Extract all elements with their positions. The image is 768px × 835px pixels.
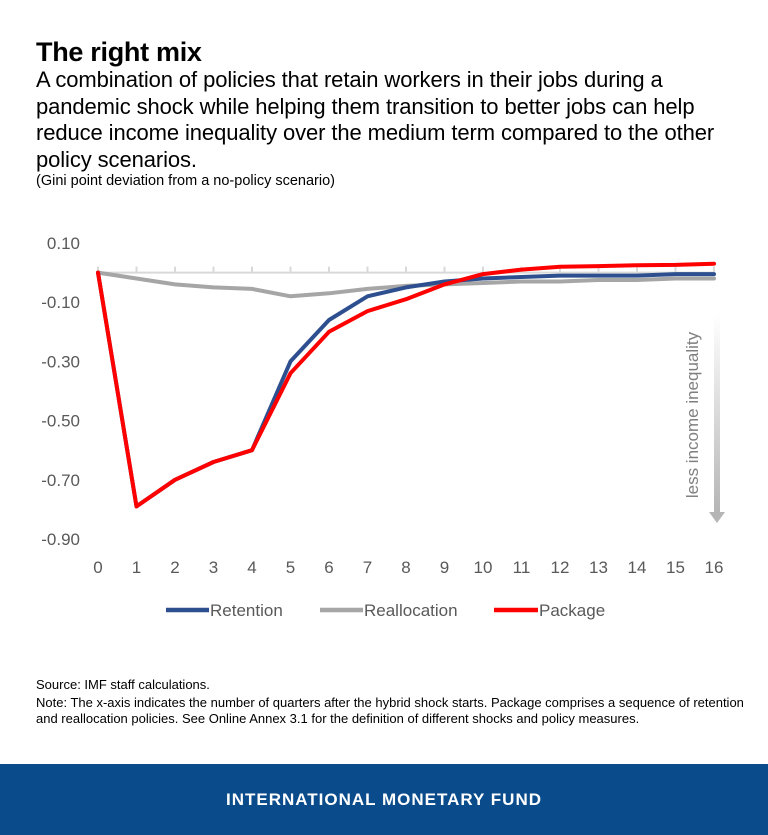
chart-subtitle: A combination of policies that retain wo… xyxy=(36,67,715,172)
x-tick-label: 8 xyxy=(401,558,410,577)
x-axis: 0 1 2 3 4 5 6 7 8 9 10 11 12 13 14 15 16 xyxy=(93,266,724,577)
annotation-text: less income inequality xyxy=(683,331,702,498)
x-tick-label: 4 xyxy=(247,558,256,577)
legend-label-package: Package xyxy=(539,601,605,620)
x-tick-label: 16 xyxy=(705,558,724,577)
y-tick-label: 0.10 xyxy=(47,234,80,253)
unit-label: (Gini point deviation from a no-policy s… xyxy=(36,173,335,189)
y-axis-ticks: 0.10 -0.10 -0.30 -0.50 -0.70 -0.90 xyxy=(41,234,80,549)
x-tick-label: 11 xyxy=(513,558,531,577)
legend-label-reallocation: Reallocation xyxy=(364,601,458,620)
y-tick-label: -0.10 xyxy=(41,293,80,312)
imf-footer-bar: INTERNATIONAL MONETARY FUND xyxy=(0,764,768,835)
annotation-arrow-shaft xyxy=(714,315,720,513)
x-tick-label: 10 xyxy=(474,558,493,577)
x-tick-label: 13 xyxy=(589,558,608,577)
chart-title: The right mix xyxy=(36,37,202,67)
x-tick-label: 6 xyxy=(324,558,333,577)
y-tick-label: -0.70 xyxy=(41,471,80,490)
x-tick-label: 5 xyxy=(286,558,295,577)
series-lines xyxy=(96,261,716,509)
footnote: Note: The x-axis indicates the number of… xyxy=(36,695,744,726)
annotation-arrow-head xyxy=(709,512,725,523)
x-tick-label: 9 xyxy=(440,558,449,577)
x-tick-label: 14 xyxy=(628,558,647,577)
x-tick-label: 7 xyxy=(363,558,372,577)
x-tick-label: 12 xyxy=(551,558,570,577)
legend: Retention Reallocation Package xyxy=(166,601,605,620)
annotation: less income inequality xyxy=(683,315,725,523)
x-tick-label: 1 xyxy=(132,558,141,577)
x-tick-label: 2 xyxy=(170,558,179,577)
series-line-package xyxy=(96,261,716,509)
y-tick-label: -0.50 xyxy=(41,412,80,431)
y-tick-label: -0.90 xyxy=(41,530,80,549)
imf-brand: INTERNATIONAL MONETARY FUND xyxy=(226,789,542,809)
source-note: Source: IMF staff calculations. xyxy=(36,677,210,692)
x-tick-label: 15 xyxy=(666,558,685,577)
x-tick-label: 0 xyxy=(93,558,102,577)
y-tick-label: -0.30 xyxy=(41,352,80,371)
legend-label-retention: Retention xyxy=(210,601,283,620)
x-tick-label: 3 xyxy=(209,558,218,577)
